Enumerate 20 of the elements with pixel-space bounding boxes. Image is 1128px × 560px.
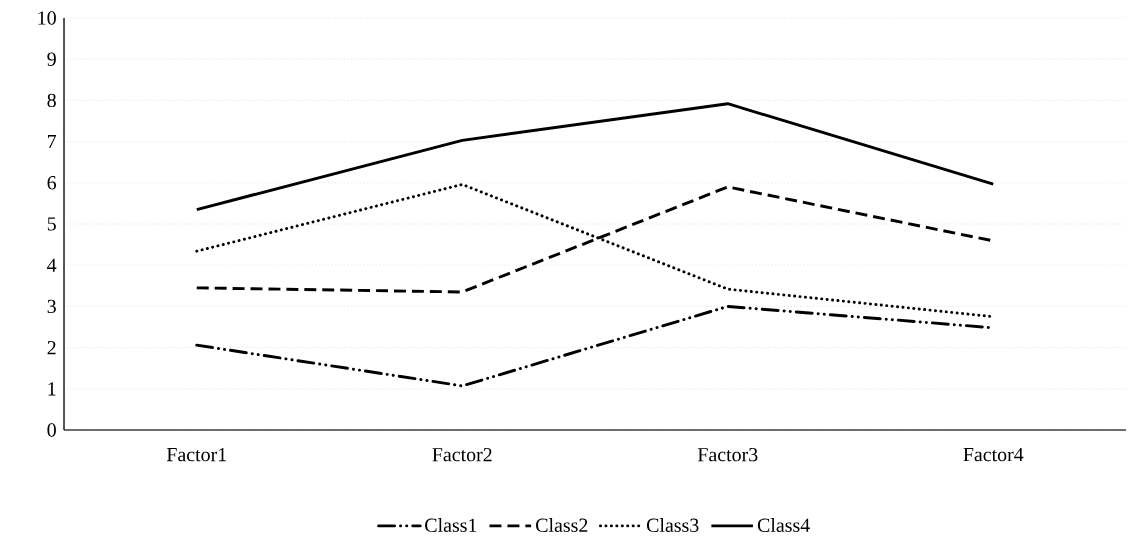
legend-label: Class3: [646, 517, 699, 532]
y-tick-label: 4: [47, 258, 57, 272]
y-tick-label: 6: [47, 176, 57, 190]
y-tick-label: 10: [38, 11, 56, 25]
legend-label: Class4: [757, 517, 810, 532]
x-tick-label: Factor2: [432, 447, 492, 462]
y-tick-label: 5: [47, 217, 56, 231]
y-tick-label: 9: [47, 52, 56, 66]
legend-label: Class2: [536, 517, 588, 532]
line-series: [195, 102, 995, 212]
y-tick-label: 8: [47, 93, 56, 108]
y-tick-label: 1: [48, 382, 56, 396]
x-tick-label: Factor3: [697, 447, 758, 462]
y-tick-label: 3: [47, 299, 56, 314]
y-tick-label: 0: [47, 423, 56, 437]
x-tick-label: Factor1: [166, 447, 226, 462]
y-tick-label: 7: [48, 135, 57, 149]
x-tick-label: Factor4: [963, 447, 1024, 462]
legend-label: Class1: [425, 517, 477, 532]
y-tick-label: 2: [47, 341, 56, 355]
